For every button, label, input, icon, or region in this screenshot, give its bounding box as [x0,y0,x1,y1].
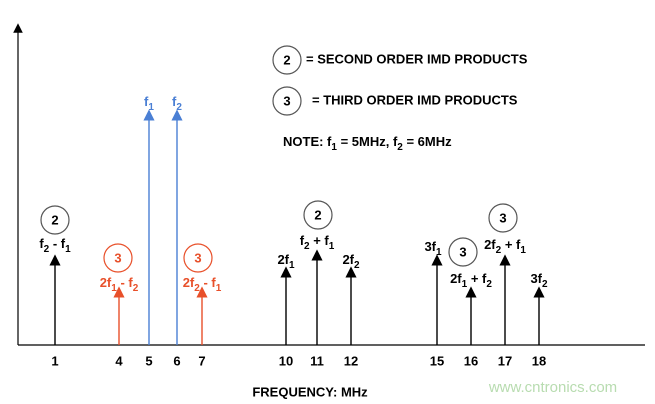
order-number: 3 [114,250,121,265]
watermark: www.cntronics.com [488,379,617,396]
subscript: 2 [44,244,50,255]
x-tick-label: 11 [310,353,324,368]
label-part: 2f [450,271,462,286]
label: 2f2 + f1 [484,237,526,255]
x-tick-label: 15 [430,353,444,368]
x-tick-label: 4 [115,353,123,368]
order-circle [40,205,70,235]
order-circle [448,237,478,267]
x-tick-label: 5 [145,353,152,368]
order-circle [488,203,518,233]
label-part: 2f [277,252,289,267]
label-part: + f [310,233,330,248]
label: 2f1 [277,252,295,270]
subscript: 2 [176,102,182,113]
x-tick-label: 16 [464,353,478,368]
label-part: f [144,94,149,109]
subscript: 2 [133,283,139,294]
label-part: NOTE: f [283,134,332,149]
label: f1 [144,94,154,112]
label-part: + f [467,271,487,286]
subscript: 2 [542,279,548,290]
label-part: 2f [100,275,112,290]
label: 2f1 - f2 [100,275,139,293]
legend-circle [272,45,302,75]
subscript: 1 [331,142,337,153]
order-circle [303,200,333,230]
subscript: 1 [289,260,295,271]
subscript: 2 [486,279,492,290]
subscript: 2 [496,245,502,256]
legend-circle [272,86,302,116]
label-part: = 5MHz, f [337,134,398,149]
label-part: 3f [530,271,542,286]
x-tick-label: 10 [279,353,293,368]
label: 3f2 [530,271,548,289]
x-tick-label: 12 [344,353,358,368]
subscript: 1 [436,247,442,258]
label: f2 - f1 [39,236,71,254]
label-part: f [172,94,177,109]
order-number: 3 [459,244,466,259]
label-part: + f [501,237,521,252]
x-tick-label: 7 [198,353,205,368]
subscript: 1 [329,241,335,252]
label-part: f [39,236,44,251]
x-tick-label: 6 [173,353,180,368]
label: f2 [172,94,182,112]
order-circle [183,243,213,273]
order-number: 2 [51,212,58,227]
legend-text: = SECOND ORDER IMD PRODUCTS [306,51,528,66]
subscript: 1 [65,244,71,255]
subscript: 1 [111,283,117,294]
subscript: 1 [148,102,154,113]
legend-symbol: 3 [283,93,290,108]
order-number: 3 [499,210,506,225]
label: f2 + f1 [300,233,335,251]
label-part: 3f [424,239,436,254]
label: 2f1 + f2 [450,271,492,289]
subscript: 2 [194,283,200,294]
label-part: 2f [183,275,195,290]
x-tick-label: 1 [51,353,58,368]
order-number: 2 [314,207,321,222]
label-part: - f [49,236,66,251]
x-tick-label: 18 [532,353,546,368]
label-part: 2f [342,252,354,267]
x-tick-label: 17 [498,353,512,368]
label-part: - f [117,275,134,290]
subscript: 1 [216,283,222,294]
label: 2f2 [342,252,360,270]
label: 3f1 [424,239,442,257]
label: NOTE: f1 = 5MHz, f2 = 6MHz [283,134,452,152]
subscript: 1 [462,279,468,290]
subscript: 1 [520,245,526,256]
legend-symbol: 2 [283,52,290,67]
label: 2f2 - f1 [183,275,222,293]
subscript: 2 [354,260,360,271]
subscript: 2 [397,142,403,153]
legend-text: = THIRD ORDER IMD PRODUCTS [312,92,518,107]
label-part: - f [200,275,217,290]
label-part: 2f [484,237,496,252]
subscript: 2 [304,241,310,252]
label-part: f [300,233,305,248]
order-circle [103,243,133,273]
order-number: 3 [194,250,201,265]
label-part: = 6MHz [403,134,452,149]
axis-title: FREQUENCY: MHz [252,384,368,399]
